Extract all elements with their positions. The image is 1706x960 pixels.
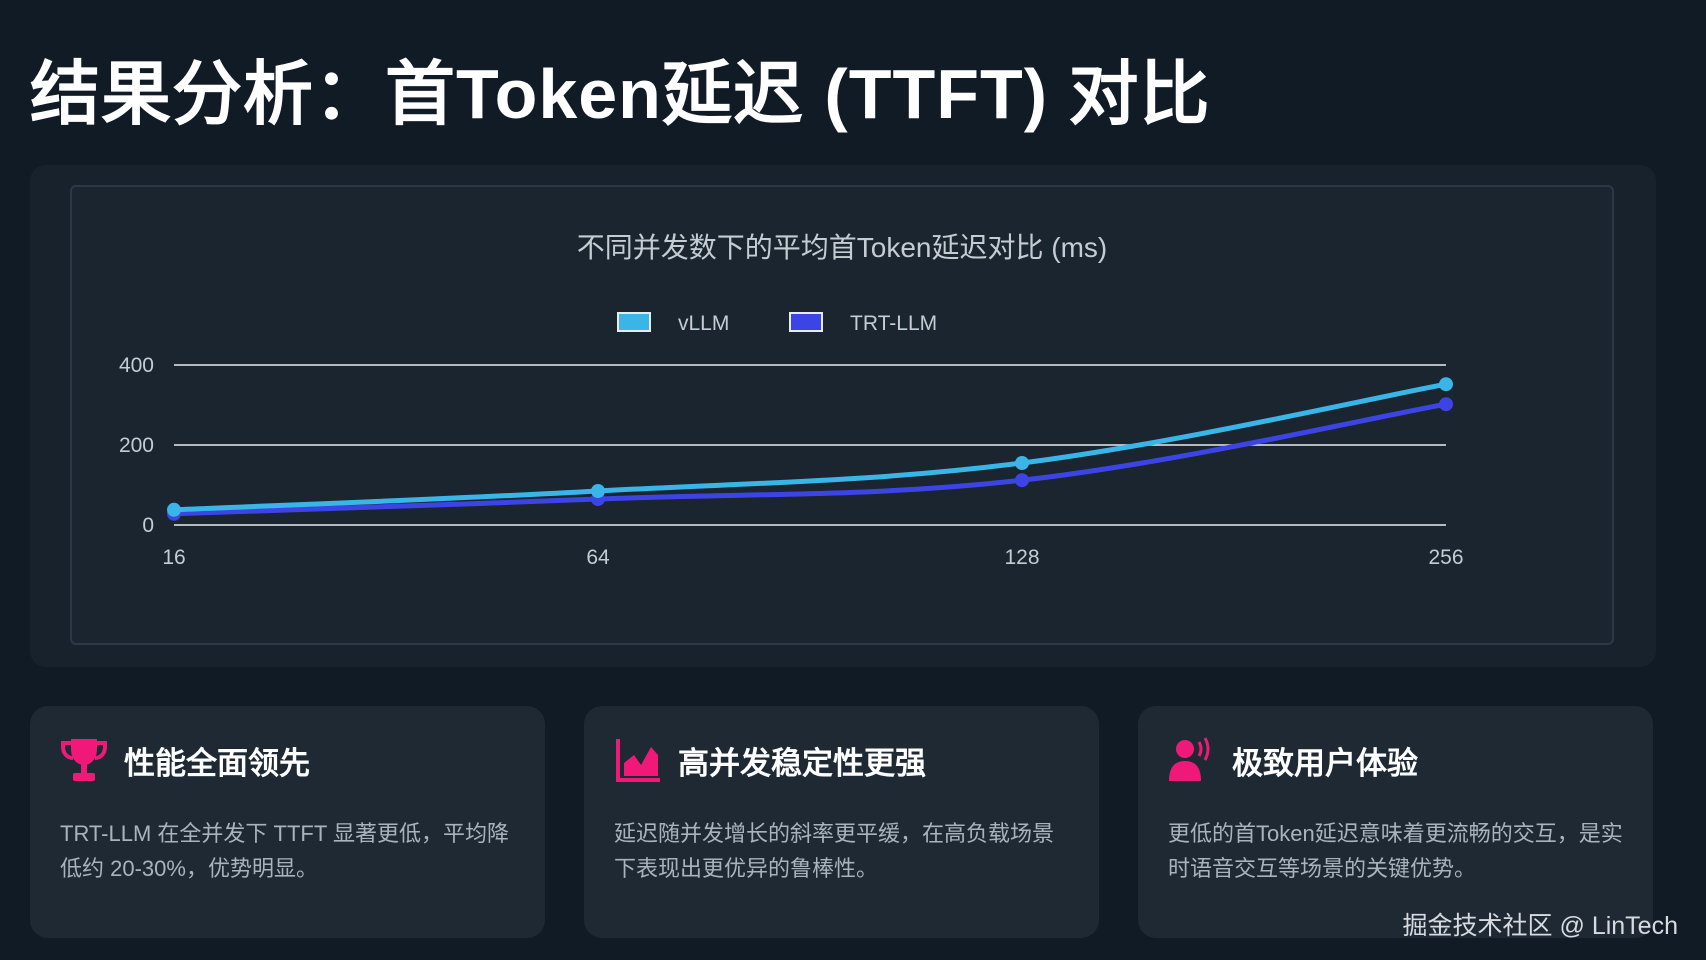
card-title: 高并发稳定性更强 [678,745,926,781]
x-tick-label: 256 [1428,546,1463,569]
data-point [167,502,181,517]
data-point [1439,397,1453,412]
x-tick-label: 64 [586,546,610,569]
y-tick-label: 400 [119,354,154,377]
series-line-trt-llm [171,401,1449,517]
latency-line-chart: 不同并发数下的平均首Token延迟对比 (ms) vLLM TRT-LLM 0 20… [119,232,1464,569]
user-speaking-icon [1166,734,1218,786]
card-performance-lead: 性能全面领先 TRT-LLM 在全并发下 TTFT 显著更低，平均降低约 20-… [30,706,545,938]
x-tick-label: 128 [1004,546,1039,569]
chart-panel: 不同并发数下的平均首Token延迟对比 (ms) vLLM TRT-LLM 0 20… [30,165,1656,667]
data-point [591,484,605,498]
legend-swatch [617,312,651,332]
data-point [1015,473,1029,488]
chart-legend: vLLM TRT-LLM [617,312,937,335]
x-tick-label: 16 [162,546,185,569]
series-line-vllm [171,381,1449,513]
card-text: 更低的首Token延迟意味着更流畅的交互，是实时语音交互等场景的关键优势。 [1168,821,1623,881]
watermark: 掘金技术社区 @ LinTech [1402,912,1678,940]
y-tick-label: 200 [119,434,154,457]
legend-swatch [789,312,823,332]
card-high-concurrency-stability: 高并发稳定性更强 延迟随并发增长的斜率更平缓，在高负载场景下表现出更优异的鲁棒性… [584,706,1099,938]
card-title: 性能全面领先 [124,745,310,781]
card-text: 延迟随并发增长的斜率更平缓，在高负载场景下表现出更优异的鲁棒性。 [614,821,1055,881]
legend-label: vLLM [678,312,729,335]
x-axis-ticks: 16 64 128 256 [162,546,1463,569]
y-axis-ticks: 0 200 400 [119,354,154,537]
chart-frame: 不同并发数下的平均首Token延迟对比 (ms) vLLM TRT-LLM 0 20… [70,185,1614,645]
legend-label: TRT-LLM [850,312,937,335]
chart-title: 不同并发数下的平均首Token延迟对比 (ms) [577,232,1107,263]
data-point [1439,377,1453,392]
data-point [1015,456,1029,470]
page-title: 结果分析：首Token延迟 (TTFT) 对比 [30,55,1211,133]
card-text: TRT-LLM 在全并发下 TTFT 显著更低，平均降低约 20-30%，优势明… [60,821,509,881]
y-tick-label: 0 [142,514,154,537]
card-title: 极致用户体验 [1232,745,1418,781]
area-chart-icon [612,734,664,786]
trophy-icon [58,734,110,786]
chart-series [167,377,1453,521]
card-user-experience: 极致用户体验 更低的首Token延迟意味着更流畅的交互，是实时语音交互等场景的关… [1138,706,1653,938]
